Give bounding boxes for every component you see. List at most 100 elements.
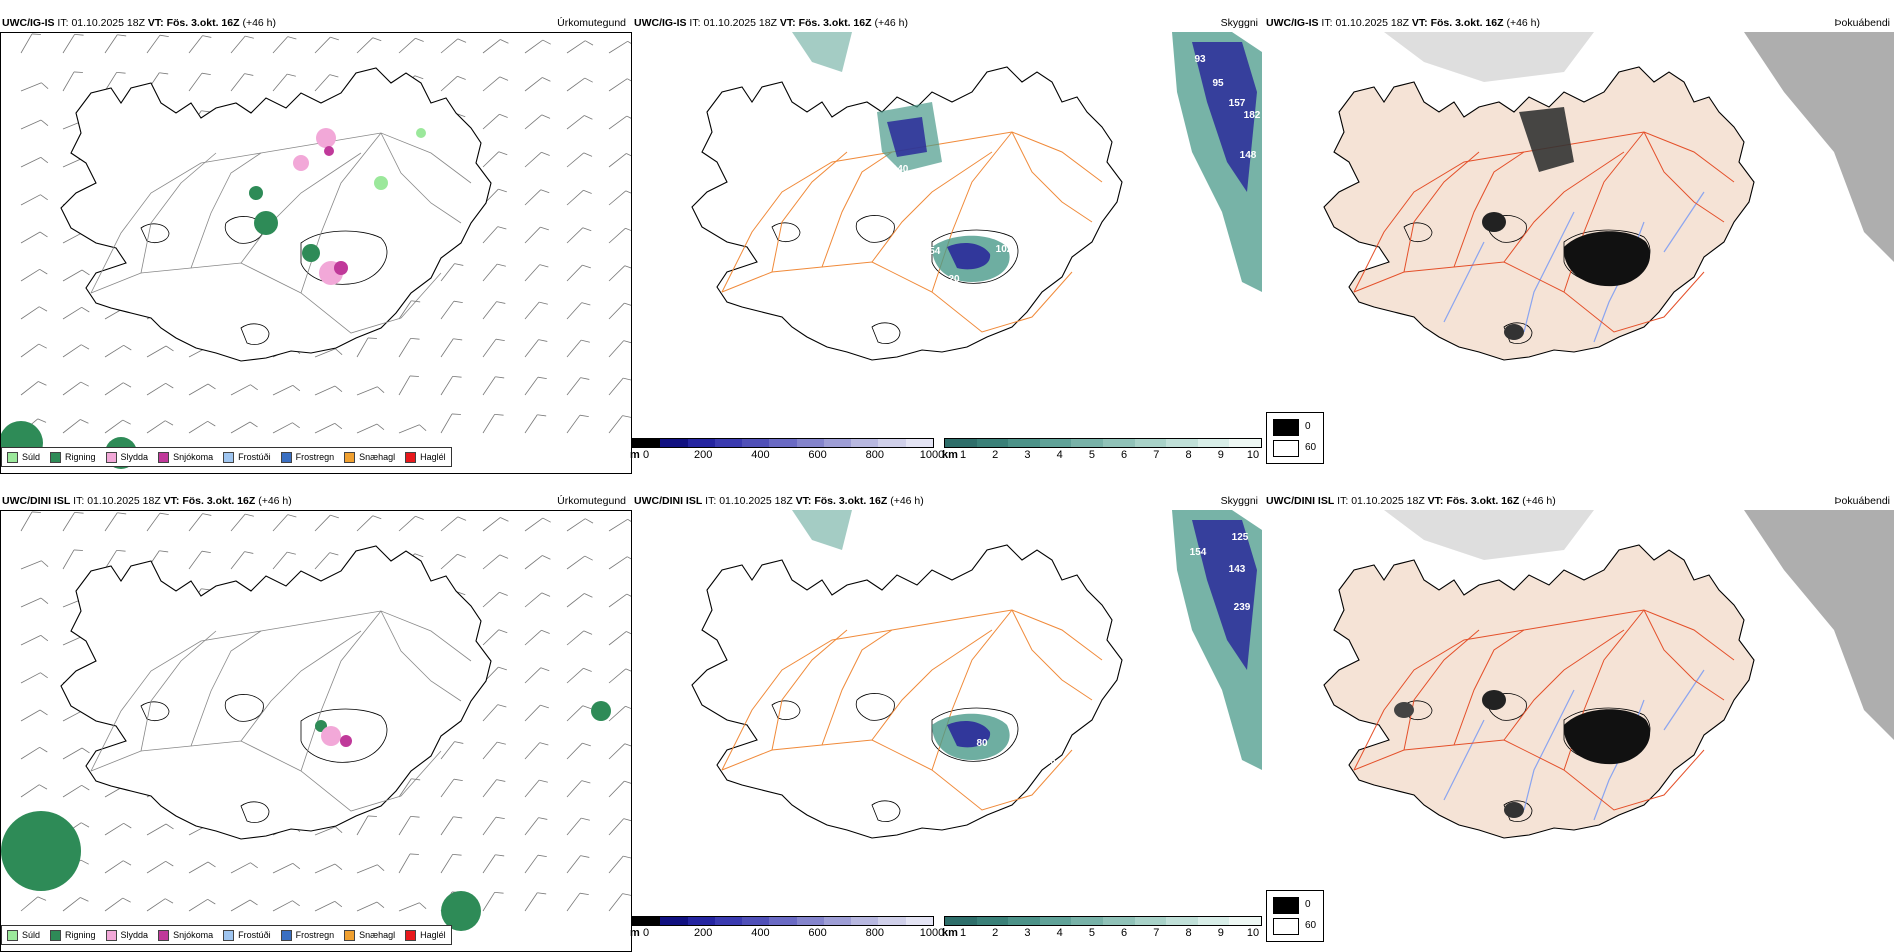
lead-time: (+46 h) — [890, 495, 924, 507]
ceiling-visibility-panel-row1: UWC/IG-IS IT: 01.10.2025 18Z VT: Fös. 3.… — [632, 10, 1262, 472]
fog-key-high-swatch — [1273, 897, 1299, 914]
fog-key-high-swatch — [1273, 419, 1299, 436]
scale-tick-label: 9 — [1218, 927, 1224, 939]
cloud-base-label: 80 — [976, 738, 988, 749]
scale-swatch — [1040, 917, 1072, 925]
scale-tick-label: 10 — [1247, 449, 1259, 461]
it-value: 01.10.2025 18Z — [703, 17, 777, 29]
model-name: UWC/DINI ISL — [634, 495, 702, 507]
fog-area-south — [1504, 324, 1524, 340]
it-value: 01.10.2025 18Z — [719, 495, 793, 507]
legend-label: Snjókoma — [173, 930, 213, 940]
model-name: UWC/IG-IS — [634, 17, 687, 29]
fog-key-row1: 0 60 — [1266, 412, 1324, 464]
scale-swatch — [906, 917, 933, 925]
legend-label: Haglél — [420, 930, 446, 940]
scale-swatch — [945, 439, 977, 447]
scale-tick-label: 200 — [694, 927, 712, 939]
legend-swatch — [50, 452, 61, 463]
cloud-base-label: 80 — [1146, 522, 1158, 533]
legend-swatch — [281, 452, 292, 463]
legend-label: Haglél — [420, 452, 446, 462]
sleet-area — [293, 155, 309, 171]
scale-tick-label: 9 — [1218, 449, 1224, 461]
scale-swatch — [906, 439, 933, 447]
scale-swatch — [1229, 917, 1261, 925]
cloud-base-label: 26 — [1044, 756, 1056, 767]
ceiling-scale-unit: m — [630, 927, 640, 939]
sleet-area — [316, 128, 336, 148]
visibility-scale-unit: km — [942, 449, 958, 461]
scale-tick-label: 6 — [1121, 449, 1127, 461]
ceiling-scale-bar — [632, 438, 934, 448]
fog-map — [1264, 32, 1894, 472]
legend-label: Snæhagl — [359, 930, 395, 940]
vt-value: Fös. 3.okt. 16Z — [182, 495, 255, 507]
it-label: IT: — [705, 495, 716, 507]
vt-label: VT: — [164, 495, 180, 507]
cloud-base-label: 154 — [1190, 547, 1207, 558]
legend-swatch — [158, 930, 169, 941]
legend-label: Snjókoma — [173, 452, 213, 462]
scale-swatch — [878, 439, 905, 447]
model-name: UWC/IG-IS — [2, 17, 55, 29]
cloud-base-label: 188 — [1012, 774, 1029, 785]
legend-item: Haglél — [405, 926, 446, 944]
fog-area-south — [1504, 802, 1524, 818]
legend-item: Frostúði — [223, 926, 271, 944]
scale-tick-label: 4 — [1057, 449, 1063, 461]
scale-swatch — [824, 917, 851, 925]
legend-label: Slydda — [121, 452, 149, 462]
legend-item: Rigning — [50, 448, 96, 466]
vt-value: Fös. 3.okt. 16Z — [799, 17, 872, 29]
snow-area — [340, 735, 352, 747]
scale-swatch — [688, 917, 715, 925]
cloud-base-label: 148 — [1240, 150, 1257, 161]
lead-time: (+46 h) — [1506, 17, 1540, 29]
legend-swatch — [405, 930, 416, 941]
scale-tick-label: 0 — [643, 449, 649, 461]
it-label: IT: — [689, 17, 700, 29]
scale-tick-label: 1000 — [920, 449, 944, 461]
visibility-scale-bar — [944, 916, 1262, 926]
fog-key-high-label: 0 — [1305, 899, 1311, 910]
legend-label: Frostregn — [296, 930, 335, 940]
legend-item: Slydda — [106, 926, 149, 944]
cloud-base-label: 140 — [892, 164, 909, 175]
legend-item: Rigning — [50, 926, 96, 944]
panel-header: UWC/IG-IS IT: 01.10.2025 18Z VT: Fös. 3.… — [2, 16, 628, 30]
scale-swatch — [633, 439, 660, 447]
scale-swatch — [1198, 439, 1230, 447]
scale-swatch — [851, 439, 878, 447]
snow-area — [324, 146, 334, 156]
legend-swatch — [106, 452, 117, 463]
scales-row1: m 0 200 400 600 800 1000 km 1 2 3 4 5 6 7 8 9 10 — [630, 436, 1270, 464]
legend-swatch — [7, 452, 18, 463]
legend-item: Snæhagl — [344, 448, 395, 466]
scale-swatch — [1008, 439, 1040, 447]
scale-tick-label: 200 — [694, 449, 712, 461]
cloud-base-label: 20 — [948, 274, 960, 285]
legend-label: Frostregn — [296, 452, 335, 462]
scale-swatch — [1135, 917, 1167, 925]
it-value: 01.10.2025 18Z — [1351, 495, 1425, 507]
it-value: 01.10.2025 18Z — [1335, 17, 1409, 29]
rain-area — [249, 186, 263, 200]
panel-header: UWC/DINI ISL IT: 01.10.2025 18Z VT: Fös.… — [1266, 494, 1892, 508]
legend-swatch — [405, 452, 416, 463]
fog-area-west — [1394, 702, 1414, 718]
scale-tick-label: 7 — [1153, 449, 1159, 461]
vt-label: VT: — [780, 17, 796, 29]
legend-label: Slydda — [121, 930, 149, 940]
scale-tick-label: 4 — [1057, 927, 1063, 939]
fog-panel-row2: UWC/DINI ISL IT: 01.10.2025 18Z VT: Fös.… — [1264, 488, 1894, 950]
legend-item: Frostúði — [223, 448, 271, 466]
panel-header: UWC/DINI ISL IT: 01.10.2025 18Z VT: Fös.… — [634, 494, 1260, 508]
it-value: 01.10.2025 18Z — [87, 495, 161, 507]
scale-swatch — [797, 439, 824, 447]
panel-header: UWC/IG-IS IT: 01.10.2025 18Z VT: Fös. 3.… — [1266, 16, 1892, 30]
legend-item: Súld — [7, 448, 40, 466]
scales-row2: m 0 200 400 600 800 1000 km 1 2 3 4 5 6 7 8 9 10 — [630, 914, 1270, 942]
model-name: UWC/DINI ISL — [1266, 495, 1334, 507]
scale-swatch — [1166, 439, 1198, 447]
